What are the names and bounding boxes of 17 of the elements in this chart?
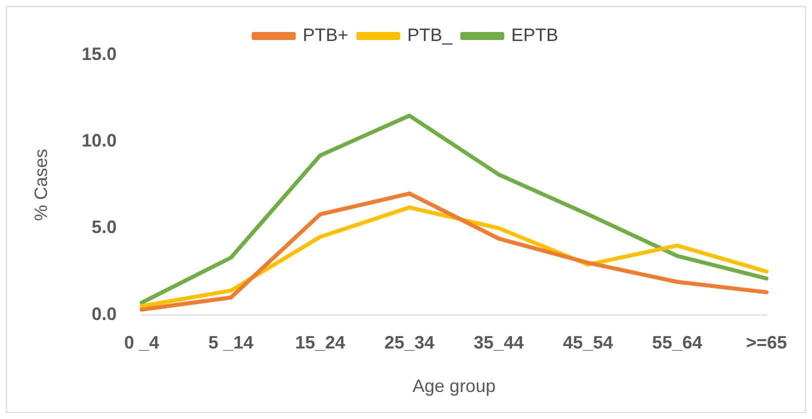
x-tick-label: 35_44 — [474, 332, 524, 353]
x-tick-label: 0 _4 — [124, 332, 160, 353]
y-tick-label: 10.0 — [82, 130, 117, 151]
legend-label: EPTB — [511, 24, 558, 45]
x-axis-title: Age group — [412, 376, 496, 396]
x-tick-label: >=65 — [746, 332, 787, 353]
y-tick-label: 15.0 — [82, 44, 117, 64]
legend-label: PTB_ — [407, 24, 454, 45]
x-tick-label: 15_24 — [295, 332, 346, 353]
y-tick-label: 0.0 — [92, 304, 117, 324]
x-tick-label: 55_64 — [652, 332, 702, 353]
legend-label: PTB+ — [302, 24, 348, 45]
y-tick-label: 5.0 — [92, 217, 117, 238]
x-tick-label: 45_54 — [562, 332, 613, 353]
x-tick-label: 5 _14 — [208, 332, 254, 353]
x-tick-label: 25_34 — [384, 332, 434, 353]
y-axis-title: % Cases — [30, 148, 51, 221]
